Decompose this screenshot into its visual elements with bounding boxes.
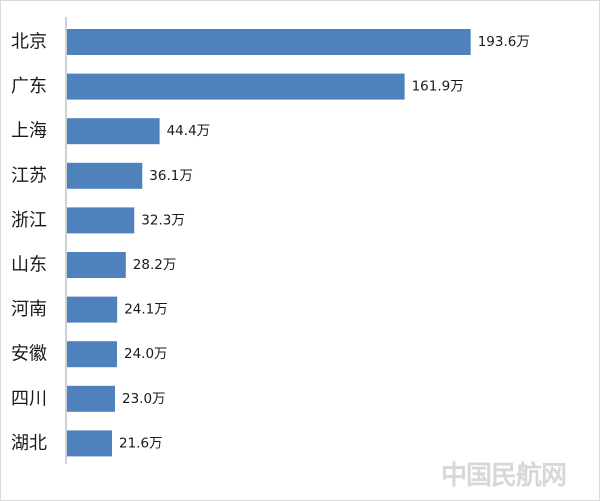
bar-6 [67,296,118,323]
bar-5 [67,252,126,278]
bar-4 [67,207,135,234]
category-label-7: 安徽 [11,344,47,365]
category-label-6: 河南 [11,299,47,320]
value-label-5: 28.2万 [133,257,177,273]
value-label-9: 21.6万 [119,435,163,451]
value-label-3: 36.1万 [149,168,193,184]
value-label-8: 23.0万 [122,391,166,407]
bar-3 [67,162,143,189]
category-label-5: 山东 [11,255,47,276]
bar-0 [67,29,471,55]
value-label-7: 24.0万 [124,346,168,362]
bar-7 [67,341,117,368]
category-label-1: 广东 [11,76,47,97]
category-label-3: 江苏 [11,165,47,186]
bar-8 [67,385,115,412]
category-label-2: 上海 [11,121,47,142]
watermark-text: 中国民航网 [441,460,566,491]
value-label-2: 44.4万 [167,123,211,139]
value-label-6: 24.1万 [124,302,168,318]
value-label-4: 32.3万 [141,212,185,228]
category-label-4: 浙江 [11,210,47,231]
bars-layer [67,29,471,457]
category-label-9: 湖北 [11,433,47,454]
bar-1 [67,73,405,100]
bar-9 [67,430,112,457]
value-label-1: 161.9万 [412,79,464,95]
bar-2 [67,118,160,145]
value-label-0: 193.6万 [478,34,530,50]
category-label-0: 北京 [11,32,47,53]
category-label-8: 四川 [11,388,47,409]
